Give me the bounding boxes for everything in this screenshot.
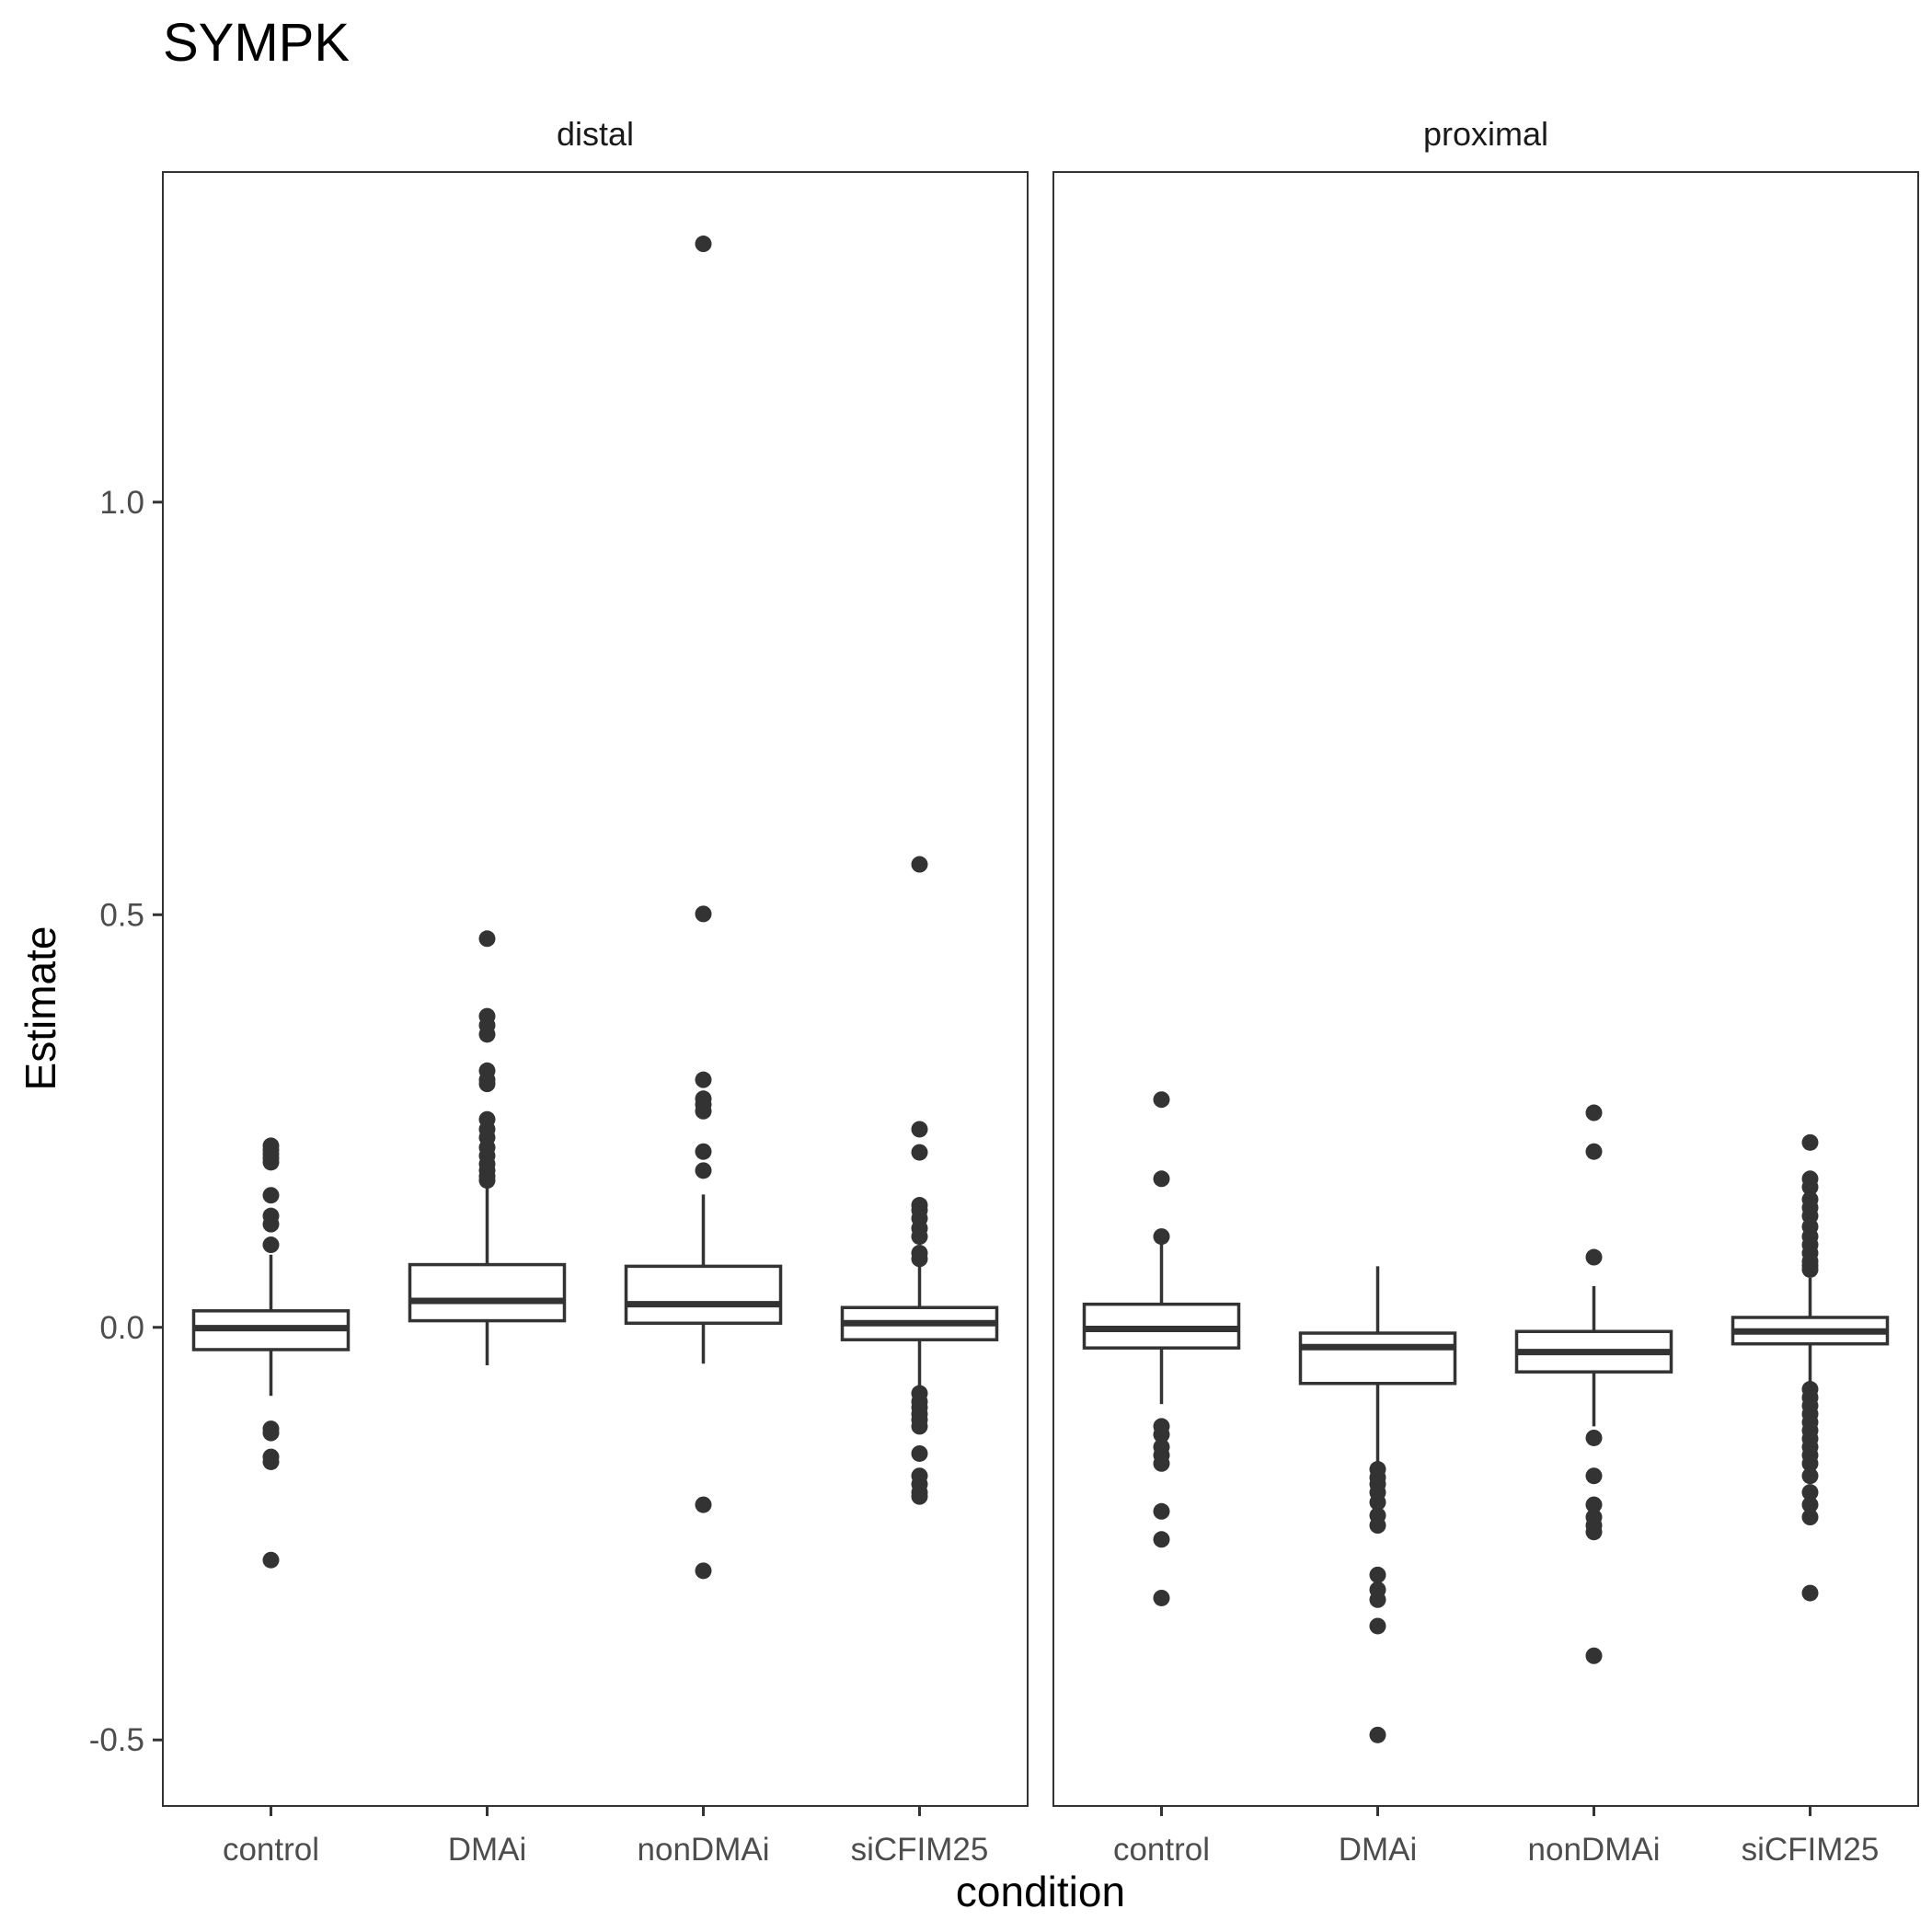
x-tick-label: DMAi <box>1339 1832 1418 1868</box>
outlier-point <box>262 1154 280 1171</box>
outlier-point <box>1801 1260 1819 1278</box>
outlier-point <box>1801 1179 1819 1196</box>
outlier-point <box>1801 1455 1819 1472</box>
outlier-point <box>478 930 496 948</box>
outlier-point <box>1801 1467 1819 1485</box>
box-iqr <box>1298 1331 1457 1386</box>
outlier-point <box>695 1071 712 1088</box>
outlier-point <box>1585 1429 1603 1446</box>
outlier-point <box>478 1026 496 1043</box>
facet-label: distal <box>557 115 634 153</box>
chart-title: SYMPK <box>163 13 350 73</box>
outlier-point <box>695 236 712 253</box>
outlier-point <box>262 1551 280 1569</box>
x-tick-label: DMAi <box>448 1832 527 1868</box>
outlier-point <box>1153 1091 1170 1109</box>
outlier-point <box>262 1424 280 1442</box>
outlier-point <box>1153 1170 1170 1188</box>
outlier-point <box>1585 1524 1603 1541</box>
x-tick-label: nonDMAi <box>638 1832 770 1868</box>
outlier-point <box>911 1444 928 1462</box>
outlier-point <box>1801 1484 1819 1501</box>
outlier-point <box>262 1236 280 1254</box>
outlier-point <box>911 1250 928 1268</box>
outlier-point <box>1369 1617 1386 1635</box>
outlier-point <box>1369 1726 1386 1743</box>
box-control <box>1082 1091 1241 1606</box>
outlier-point <box>478 1172 496 1190</box>
outlier-point <box>1585 1467 1603 1485</box>
outlier-point <box>1585 1104 1603 1121</box>
outlier-point <box>911 1121 928 1138</box>
outlier-point <box>1369 1566 1386 1583</box>
outlier-point <box>262 1187 280 1204</box>
outlier-point <box>1153 1455 1170 1472</box>
facet-label: proximal <box>1423 115 1548 153</box>
outlier-point <box>911 1418 928 1435</box>
outlier-point <box>911 1228 928 1246</box>
outlier-point <box>695 1143 712 1160</box>
box-siCFIM25 <box>840 856 999 1505</box>
outlier-point <box>1153 1589 1170 1606</box>
y-tick-label: 0.0 <box>99 1310 144 1346</box>
y-axis: -0.5 0.0 0.5 1.0 <box>89 485 163 1758</box>
outlier-point <box>1585 1248 1603 1266</box>
outlier-point <box>695 905 712 923</box>
outlier-point <box>1585 1496 1603 1513</box>
panels: -0.5 0.0 0.5 1.0 distal control DMAi nonDMAi siC… <box>89 115 1919 1868</box>
x-tick-label: control <box>1113 1832 1210 1868</box>
box-iqr <box>624 1264 783 1326</box>
outlier-point <box>1153 1426 1170 1443</box>
outlier-point <box>478 1075 496 1093</box>
outlier-point <box>695 1162 712 1179</box>
panel-border <box>1052 171 1919 1807</box>
y-tick-label: -0.5 <box>89 1722 144 1758</box>
outlier-point <box>262 1453 280 1470</box>
outlier-point <box>1801 1133 1819 1151</box>
outlier-point <box>1369 1493 1386 1511</box>
x-tick-label: control <box>223 1832 319 1868</box>
outlier-point <box>1153 1502 1170 1520</box>
outlier-point <box>262 1215 280 1233</box>
y-axis-title: Estimate <box>17 926 64 1091</box>
outlier-point <box>695 1102 712 1120</box>
x-tick-label: siCFIM25 <box>851 1832 989 1868</box>
outlier-point <box>1369 1517 1386 1535</box>
outlier-point <box>695 1562 712 1580</box>
y-tick-label: 0.5 <box>99 897 144 933</box>
outlier-point <box>911 856 928 873</box>
outlier-point <box>911 1144 928 1161</box>
box-siCFIM25 <box>1731 1133 1890 1602</box>
x-axis-title: condition <box>956 1868 1125 1915</box>
box-nonDMAi <box>624 236 783 1580</box>
outlier-point <box>1585 1647 1603 1664</box>
box-DMAi <box>1298 1266 1457 1743</box>
box-iqr <box>408 1262 567 1323</box>
box-control <box>191 1137 351 1569</box>
y-tick-label: 1.0 <box>99 485 144 521</box>
panel-border <box>162 171 1029 1807</box>
outlier-point <box>1153 1228 1170 1246</box>
outlier-point <box>1801 1496 1819 1513</box>
outlier-point <box>1801 1584 1819 1602</box>
x-tick-label: nonDMAi <box>1528 1832 1661 1868</box>
outlier-point <box>1585 1143 1603 1160</box>
x-tick-label: siCFIM25 <box>1742 1832 1880 1868</box>
outlier-point <box>1801 1509 1819 1526</box>
box-DMAi <box>408 930 567 1366</box>
panel-proximal: proximal control DMAi nonDMAi siCFIM25 <box>1052 115 1919 1868</box>
box-nonDMAi <box>1514 1104 1673 1664</box>
outlier-point <box>1369 1591 1386 1608</box>
outlier-point <box>1153 1531 1170 1548</box>
outlier-point <box>695 1496 712 1513</box>
outlier-point <box>911 1488 928 1505</box>
panel-distal: distal control DMAi nonDMAi siCFIM25 <box>162 115 1029 1868</box>
